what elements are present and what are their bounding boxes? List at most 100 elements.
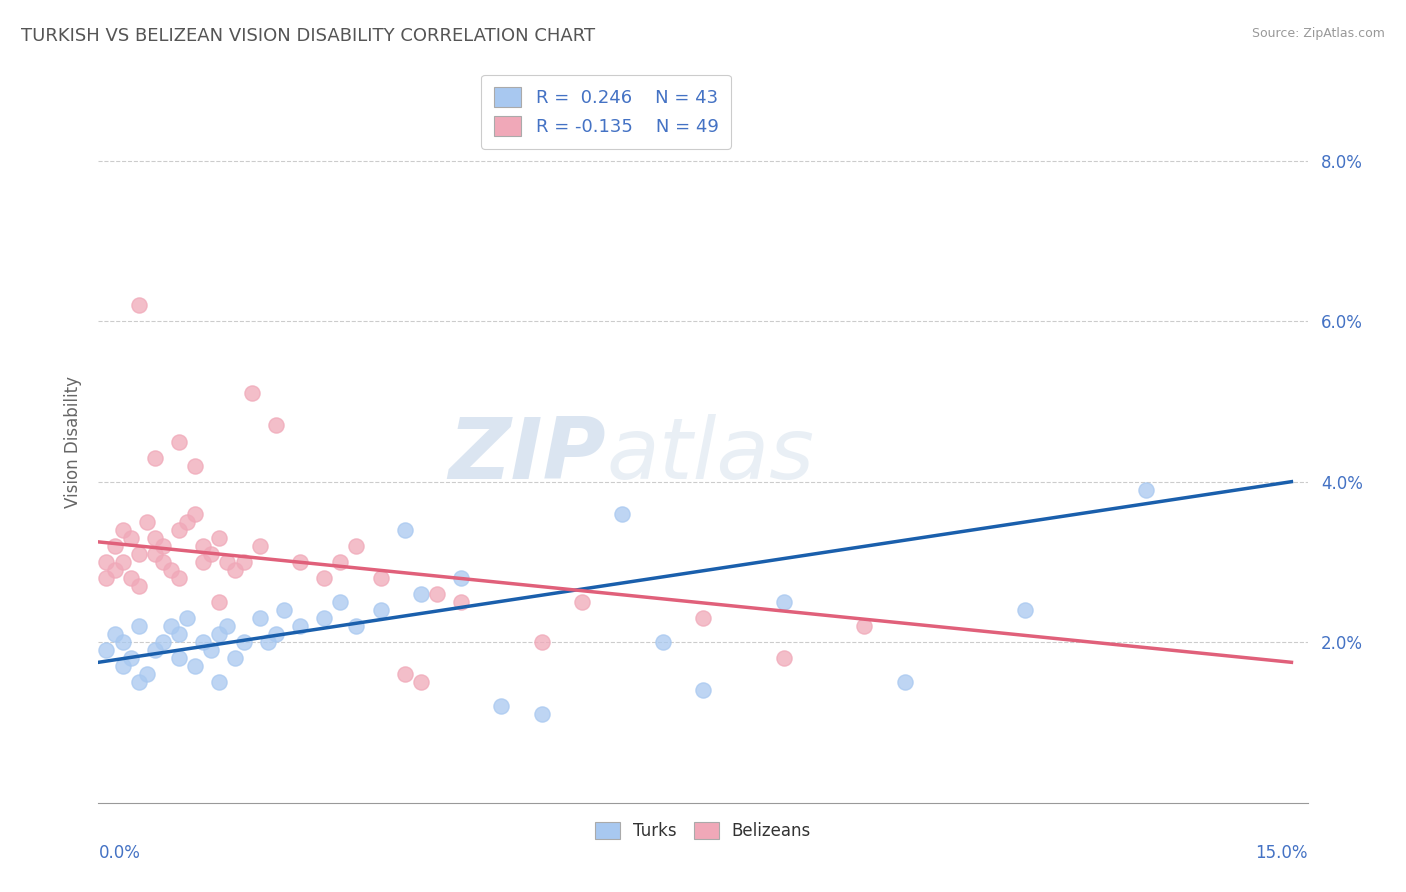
Point — [232, 555, 254, 569]
Point — [96, 555, 118, 569]
Point — [193, 539, 215, 553]
Point — [772, 595, 794, 609]
Point — [329, 595, 352, 609]
Point — [160, 619, 183, 633]
Point — [692, 683, 714, 698]
Point — [152, 635, 174, 649]
Point — [450, 571, 472, 585]
Point — [111, 523, 134, 537]
Point — [111, 635, 134, 649]
Text: TURKISH VS BELIZEAN VISION DISABILITY CORRELATION CHART: TURKISH VS BELIZEAN VISION DISABILITY CO… — [21, 27, 595, 45]
Point — [143, 531, 166, 545]
Point — [167, 571, 190, 585]
Point — [184, 659, 207, 673]
Point — [217, 555, 239, 569]
Point — [111, 555, 134, 569]
Point — [208, 595, 231, 609]
Point — [273, 603, 295, 617]
Point — [853, 619, 876, 633]
Point — [128, 298, 150, 312]
Point — [530, 707, 553, 722]
Point — [256, 635, 278, 649]
Point — [232, 635, 254, 649]
Text: 0.0%: 0.0% — [98, 845, 141, 863]
Point — [143, 547, 166, 561]
Point — [344, 619, 367, 633]
Text: Source: ZipAtlas.com: Source: ZipAtlas.com — [1251, 27, 1385, 40]
Point — [264, 627, 287, 641]
Point — [128, 547, 150, 561]
Point — [208, 675, 231, 690]
Point — [193, 635, 215, 649]
Point — [143, 643, 166, 657]
Point — [143, 450, 166, 465]
Point — [772, 651, 794, 665]
Point — [160, 563, 183, 577]
Point — [893, 675, 915, 690]
Point — [314, 571, 336, 585]
Y-axis label: Vision Disability: Vision Disability — [63, 376, 82, 508]
Point — [249, 611, 271, 625]
Point — [176, 611, 198, 625]
Point — [120, 651, 142, 665]
Point — [217, 619, 239, 633]
Point — [240, 386, 263, 401]
Legend: Turks, Belizeans: Turks, Belizeans — [586, 814, 820, 848]
Point — [184, 458, 207, 473]
Point — [692, 611, 714, 625]
Point — [224, 651, 246, 665]
Point — [152, 555, 174, 569]
Point — [394, 667, 416, 681]
Point — [135, 667, 157, 681]
Point — [394, 523, 416, 537]
Point — [128, 675, 150, 690]
Point — [128, 579, 150, 593]
Point — [135, 515, 157, 529]
Text: ZIP: ZIP — [449, 415, 606, 498]
Point — [491, 699, 513, 714]
Point — [120, 571, 142, 585]
Point — [167, 523, 190, 537]
Point — [208, 627, 231, 641]
Point — [103, 627, 125, 641]
Point — [193, 555, 215, 569]
Point — [612, 507, 634, 521]
Point — [96, 643, 118, 657]
Point — [288, 555, 311, 569]
Point — [224, 563, 246, 577]
Point — [651, 635, 673, 649]
Point — [530, 635, 553, 649]
Point — [264, 418, 287, 433]
Point — [176, 515, 198, 529]
Point — [103, 563, 125, 577]
Point — [1135, 483, 1157, 497]
Text: atlas: atlas — [606, 415, 814, 498]
Point — [152, 539, 174, 553]
Point — [409, 675, 432, 690]
Point — [344, 539, 367, 553]
Point — [200, 547, 222, 561]
Point — [120, 531, 142, 545]
Point — [409, 587, 432, 601]
Point — [103, 539, 125, 553]
Point — [370, 571, 392, 585]
Point — [96, 571, 118, 585]
Point — [111, 659, 134, 673]
Point — [314, 611, 336, 625]
Point — [249, 539, 271, 553]
Point — [370, 603, 392, 617]
Point — [571, 595, 593, 609]
Point — [184, 507, 207, 521]
Point — [450, 595, 472, 609]
Point — [128, 619, 150, 633]
Point — [167, 434, 190, 449]
Point — [200, 643, 222, 657]
Text: 15.0%: 15.0% — [1256, 845, 1308, 863]
Point — [167, 627, 190, 641]
Point — [288, 619, 311, 633]
Point — [1014, 603, 1036, 617]
Point — [208, 531, 231, 545]
Point — [426, 587, 449, 601]
Point — [167, 651, 190, 665]
Point — [329, 555, 352, 569]
